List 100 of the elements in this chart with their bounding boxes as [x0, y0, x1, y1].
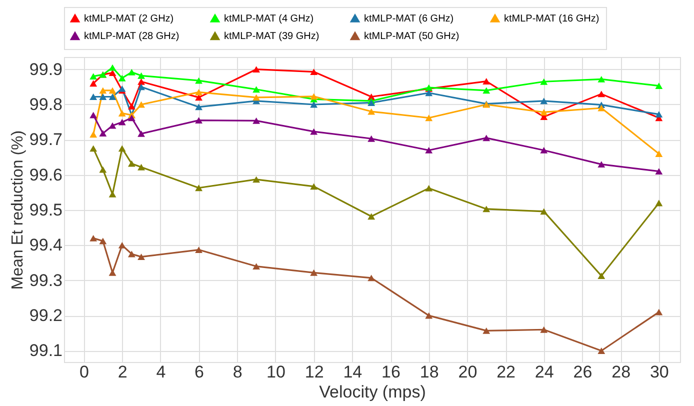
point [310, 269, 318, 276]
point [598, 272, 606, 280]
x-tick-label: 2 [118, 362, 128, 382]
point [425, 185, 433, 192]
point [138, 84, 145, 90]
point [252, 94, 260, 101]
legend-label: ktMLP-MAT (2 GHz) [84, 13, 174, 24]
point [655, 82, 663, 90]
point [540, 78, 548, 85]
point [310, 93, 318, 100]
point [655, 168, 663, 175]
point [598, 76, 606, 82]
y-axis-title: Mean Et reduction (%) [9, 130, 26, 290]
point [540, 109, 548, 116]
point [99, 130, 107, 137]
y-tick-label: 99.9 [29, 60, 62, 79]
point [138, 254, 145, 260]
y-tick-label: 99.1 [29, 341, 62, 360]
point [195, 117, 202, 124]
point [252, 176, 260, 183]
x-axis-title: Velocity (mps) [319, 382, 426, 402]
point [99, 87, 107, 94]
point [138, 78, 145, 85]
point [655, 111, 663, 118]
x-tick-label: 14 [343, 362, 362, 382]
point [252, 66, 260, 73]
y-tick-label: 99.5 [29, 200, 62, 220]
point [368, 108, 376, 115]
point [655, 200, 663, 206]
x-tick-label: 24 [534, 362, 554, 382]
point [195, 184, 202, 192]
legend-label: ktMLP-MAT (39 GHz) [224, 31, 320, 42]
point [108, 70, 116, 76]
legend-label: ktMLP-MAT (16 GHz) [504, 13, 600, 24]
x-tick-label: 12 [304, 362, 324, 382]
point [368, 213, 376, 220]
point [482, 206, 490, 212]
point [108, 190, 116, 198]
point [425, 312, 433, 319]
point [90, 80, 98, 87]
point [482, 78, 490, 84]
point [425, 114, 433, 122]
point [195, 246, 202, 253]
point [540, 98, 548, 104]
point [118, 110, 126, 116]
x-tick-label: 18 [420, 362, 439, 382]
x-tick-label: 0 [80, 362, 89, 382]
point [425, 90, 433, 96]
y-tick-label: 99.6 [29, 165, 62, 184]
point [138, 164, 145, 170]
point [195, 94, 202, 101]
point [368, 135, 376, 142]
point [118, 118, 126, 126]
point [118, 145, 126, 152]
point [195, 88, 202, 96]
point [90, 145, 98, 152]
point [482, 134, 490, 142]
point [99, 166, 107, 173]
point [138, 101, 145, 108]
x-tick-label: 10 [266, 362, 286, 382]
point [540, 147, 548, 154]
point [252, 86, 260, 93]
y-tick-label: 99.8 [29, 94, 62, 114]
point [138, 72, 145, 79]
point [425, 147, 433, 154]
point [108, 87, 116, 94]
point [118, 242, 126, 248]
point [368, 274, 376, 282]
x-tick-label: 22 [496, 362, 516, 382]
point [90, 94, 98, 100]
point [128, 114, 136, 122]
point [310, 101, 318, 108]
point [598, 104, 606, 112]
point [128, 250, 136, 258]
point [108, 122, 116, 129]
y-tick-label: 99.7 [29, 130, 62, 150]
point [90, 112, 98, 118]
point [310, 128, 318, 135]
point [195, 77, 202, 84]
point [118, 74, 126, 82]
x-tick-label: 26 [573, 362, 592, 382]
point [655, 308, 663, 316]
point [598, 348, 606, 354]
point [540, 208, 548, 215]
legend-label: ktMLP-MAT (28 GHz) [84, 31, 180, 42]
point [598, 90, 606, 98]
x-tick-label: 16 [382, 362, 400, 382]
legend-label: ktMLP-MAT (4 GHz) [224, 13, 314, 24]
y-tick-label: 99.3 [29, 270, 62, 290]
point [128, 68, 136, 76]
point [128, 103, 136, 110]
point [90, 131, 98, 138]
x-tick-label: 30 [650, 362, 669, 382]
x-tick-label: 8 [232, 362, 242, 382]
point [195, 104, 202, 110]
legend-label: ktMLP-MAT (50 GHz) [364, 31, 460, 42]
point [108, 64, 116, 71]
point [482, 87, 490, 94]
legend-label: ktMLP-MAT (6 GHz) [364, 13, 454, 24]
point [598, 161, 606, 168]
